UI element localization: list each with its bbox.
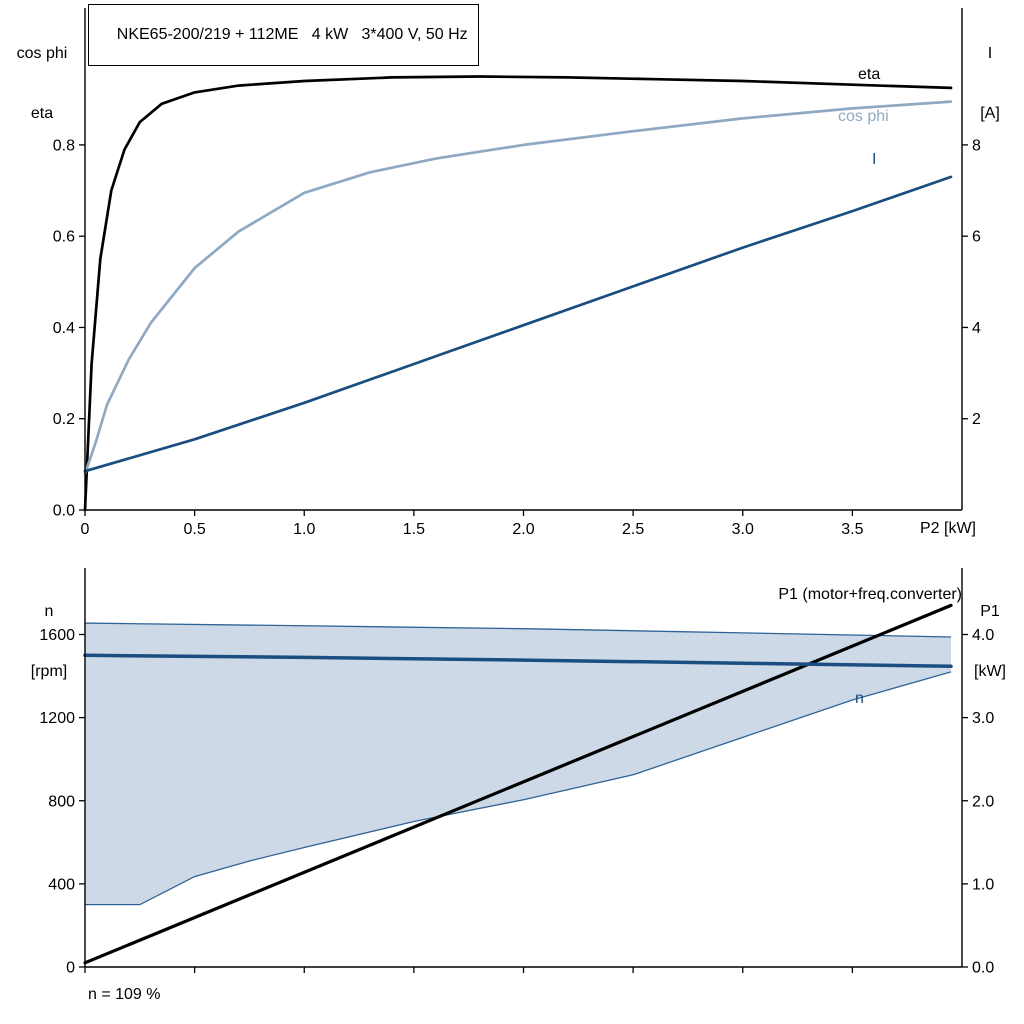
y-tick-label-right: 2.0: [972, 793, 994, 810]
chart-title-box: NKE65-200/219 + 112ME 4 kW 3*400 V, 50 H…: [88, 4, 479, 66]
axis-unit-kw: [kW]: [974, 663, 1006, 680]
band-upper-edge: [84, 622, 952, 638]
y-tick-label-right: 1.0: [972, 876, 994, 893]
chart-title: NKE65-200/219 + 112ME 4 kW 3*400 V, 50 H…: [116, 26, 468, 43]
y-tick-label-left: 0.2: [53, 411, 75, 428]
band-lower-edge: [85, 671, 952, 906]
series-i-line: [83, 175, 953, 473]
series-n-line: [83, 653, 953, 669]
y-tick-label-right: 6: [972, 229, 981, 246]
y-tick-label-left: 400: [48, 876, 75, 893]
x-tick-label: 2.0: [512, 521, 534, 538]
axis-unit-current: I: [987, 45, 993, 62]
x-tick-label: 2.5: [622, 521, 644, 538]
y-tick-label-right: 3.0: [972, 710, 994, 727]
bottom-right-axis-unit: P1 [kW]: [960, 562, 1020, 722]
x-tick-label: 1.5: [403, 521, 425, 538]
x-axis-label: P2 [kW]: [919, 520, 976, 537]
speed-percentage-annotation: n = 109 %: [88, 986, 161, 1003]
label-p1: P1 (motor+freq.converter): [778, 586, 962, 603]
top-right-axis-unit: I [A]: [960, 4, 1020, 164]
y-tick-label-left: 0.6: [53, 229, 75, 246]
axis-unit-eta: eta: [30, 105, 54, 122]
y-tick-label-left: 1200: [39, 710, 75, 727]
y-tick-label-right: 0.0: [972, 960, 994, 977]
y-tick-label-left: 0.0: [53, 503, 75, 520]
series-eta-line: [83, 75, 953, 512]
label-cos-phi: cos phi: [838, 108, 889, 125]
axis-unit-p1: P1: [980, 603, 1000, 620]
x-tick-label: 1.0: [293, 521, 315, 538]
label-n: n: [855, 690, 864, 707]
label-current: I: [872, 151, 877, 168]
y-tick-label-right: 4.0: [972, 627, 994, 644]
axis-unit-rpm: [rpm]: [30, 663, 68, 680]
y-tick-label-left: 800: [48, 793, 75, 810]
series-cos-phi-line: [83, 100, 953, 475]
x-tick-label: 0: [81, 521, 90, 538]
x-tick-label: 3.5: [841, 521, 863, 538]
y-tick-label-left: 0.8: [53, 137, 75, 154]
x-tick-label: 0.5: [184, 521, 206, 538]
axis-unit-n: n: [44, 603, 54, 620]
axis-unit-ampere: [A]: [980, 105, 1000, 122]
y-tick-label-right: 2: [972, 411, 981, 428]
top-left-axis-unit: cos phi eta: [4, 4, 80, 164]
y-tick-label-left: 0: [66, 960, 75, 977]
y-tick-label-right: 8: [972, 137, 981, 154]
y-tick-label-right: 4: [972, 320, 981, 337]
x-tick-label: 3.0: [732, 521, 754, 538]
bottom-left-axis-unit: n [rpm]: [16, 562, 82, 722]
y-tick-label-left: 1600: [39, 627, 75, 644]
label-eta: eta: [858, 66, 881, 83]
y-tick-label-left: 0.4: [53, 320, 75, 337]
axis-unit-cos-phi: cos phi: [16, 45, 68, 62]
